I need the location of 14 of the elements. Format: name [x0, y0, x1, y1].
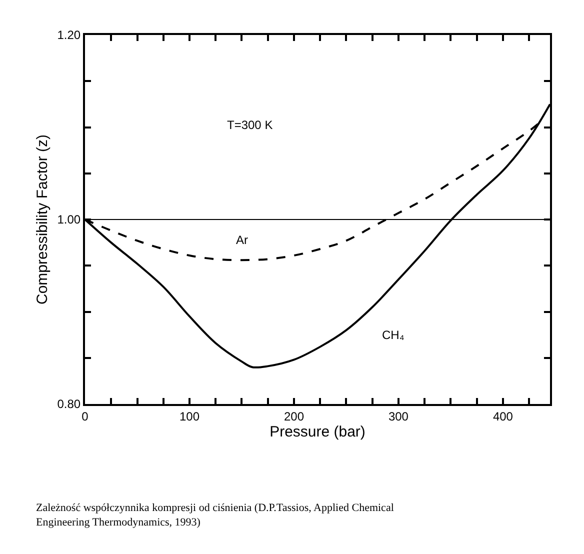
x-tick-label: 400: [492, 409, 514, 424]
series-label: CH₄: [382, 328, 404, 342]
y-tick-label: 1.20: [57, 28, 81, 42]
y-axis-title: Compressibility Factor (z): [34, 134, 51, 305]
y-tick-label: 1.00: [57, 212, 81, 227]
x-tick-label: 100: [179, 409, 200, 424]
x-tick-label: 300: [388, 409, 409, 424]
x-tick-label: 200: [284, 409, 304, 424]
text: Zależność współczynnika kompresji od ciśnienia (D.P.Tassios, Applied Chemical Engineering Thermodynamics, 1993): [36, 502, 394, 528]
x-tick-label: 0: [82, 409, 89, 424]
x-axis-title: Pressure (bar): [270, 423, 366, 440]
series-label: Ar: [236, 233, 248, 247]
annotation: T=300 K: [227, 118, 273, 132]
y-tick-label: 0.80: [57, 397, 81, 412]
